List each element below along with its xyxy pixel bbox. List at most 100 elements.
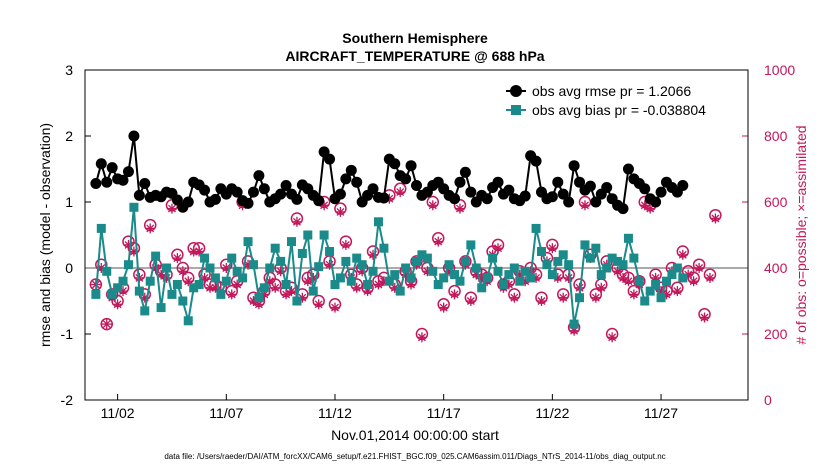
count-assimilated-stroke <box>282 290 291 299</box>
count-assimilated-stroke <box>390 283 399 292</box>
count-assimilated-point <box>618 272 629 283</box>
bias-point <box>303 230 313 240</box>
bias-point <box>210 273 220 283</box>
bias-point <box>178 296 188 306</box>
count-assimilated-stroke <box>102 320 111 329</box>
count-assimilated-stroke <box>494 244 502 253</box>
count-assimilated-stroke <box>450 290 459 299</box>
bias-point <box>498 280 508 289</box>
bias-point <box>265 263 275 273</box>
bias-point <box>536 247 546 256</box>
bias-point <box>509 263 519 273</box>
rmse-point <box>199 184 211 196</box>
bias-point <box>341 256 351 266</box>
bias-point <box>520 266 530 276</box>
rmse-point <box>557 188 569 200</box>
count-assimilated-stroke <box>167 204 176 213</box>
count-assimilated-point <box>688 276 699 287</box>
count-assimilated-stroke <box>581 201 589 210</box>
count-assimilated-point <box>710 213 721 224</box>
rmse-point <box>481 193 493 205</box>
bias-point <box>450 270 460 280</box>
count-assimilated-point <box>433 236 444 247</box>
rmse-point <box>617 203 629 215</box>
y-tick-label: 0 <box>65 260 73 276</box>
legend-rmse-text: obs avg rmse pr = 1.2066 <box>532 83 691 99</box>
bias-point <box>292 296 302 306</box>
bias-point <box>357 260 367 270</box>
bias-point <box>651 280 661 289</box>
count-assimilated-stroke <box>292 217 301 226</box>
bias-point <box>422 253 432 263</box>
rmse-point <box>313 195 325 207</box>
x-tick-label: 11/22 <box>535 405 569 421</box>
rmse-point <box>584 180 596 192</box>
rmse-point <box>253 170 265 182</box>
count-assimilated-point <box>416 332 427 343</box>
count-assimilated-stroke <box>417 333 426 342</box>
rmse-point <box>622 163 634 175</box>
rmse-point <box>128 130 140 142</box>
rmse-point <box>503 184 515 196</box>
bias-point <box>330 280 340 289</box>
count-assimilated-point <box>438 302 449 313</box>
count-assimilated-stroke <box>320 201 329 210</box>
count-assimilated-stroke <box>466 297 475 305</box>
count-assimilated-stroke <box>331 303 339 312</box>
rmse-point <box>519 190 531 202</box>
legend-bias-text: obs avg bias pr = -0.038804 <box>532 102 706 118</box>
count-assimilated-stroke <box>222 264 231 272</box>
count-assimilated-point <box>291 216 302 227</box>
bias-point <box>439 273 449 283</box>
count-assimilated-point <box>373 279 384 290</box>
rmse-point <box>340 173 352 185</box>
count-assimilated-stroke <box>341 240 350 249</box>
count-assimilated-stroke <box>678 250 687 259</box>
count-assimilated-stroke <box>624 277 633 286</box>
bias-point <box>558 250 568 260</box>
bias-point <box>200 253 210 263</box>
rmse-point <box>351 176 363 188</box>
count-assimilated-stroke <box>711 214 720 223</box>
count-assimilated-stroke <box>428 201 437 210</box>
plot-frame <box>84 69 749 401</box>
count-assimilated-stroke <box>439 303 448 312</box>
count-assimilated-point <box>704 272 715 283</box>
rmse-point <box>334 188 346 200</box>
rmse-point <box>449 193 461 205</box>
count-assimilated-point <box>329 302 340 313</box>
rmse-point <box>101 176 113 188</box>
rmse-point <box>90 178 102 190</box>
x-tick-label: 11/07 <box>209 405 243 421</box>
count-assimilated-stroke <box>434 237 443 246</box>
rmse-point <box>106 162 118 174</box>
rmse-point <box>411 180 422 191</box>
bias-point <box>140 306 150 316</box>
count-assimilated-stroke <box>184 277 193 286</box>
y-right-tick-label: 400 <box>764 260 788 276</box>
y-tick-label: 1 <box>65 194 73 210</box>
bias-point <box>221 276 231 286</box>
count-assimilated-stroke <box>548 244 557 253</box>
count-assimilated-point <box>313 299 324 310</box>
count-possible-point <box>100 317 113 331</box>
count-assimilated-point <box>596 282 607 293</box>
count-assimilated-stroke <box>553 273 562 282</box>
x-tick-label: 11/27 <box>644 405 678 421</box>
count-assimilated-stroke <box>178 267 187 276</box>
rmse-point <box>133 189 145 201</box>
count-assimilated-point <box>536 296 547 306</box>
count-assimilated-stroke <box>309 273 318 282</box>
bias-point <box>471 263 481 273</box>
count-assimilated-stroke <box>146 224 155 233</box>
bias-point <box>319 230 329 240</box>
count-assimilated-stroke <box>374 280 383 289</box>
bias-point <box>406 273 416 283</box>
count-assimilated-stroke <box>314 300 323 309</box>
count-assimilated-stroke <box>303 277 312 286</box>
bias-point <box>656 293 666 303</box>
rmse-point <box>601 181 613 193</box>
legend: obs avg rmse pr = 1.2066 obs avg bias pr… <box>502 76 744 120</box>
rmse-point <box>454 176 466 188</box>
y-axis-label: rmse and bias (model - observation) <box>37 123 53 347</box>
